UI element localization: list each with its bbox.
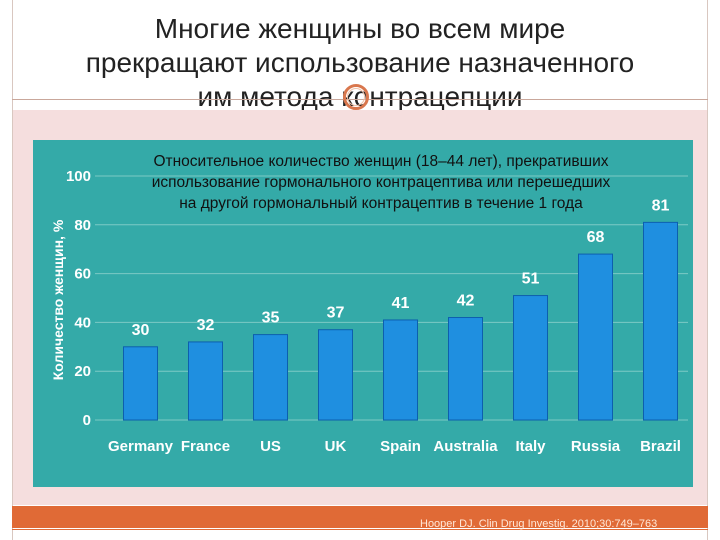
bar-france [188, 341, 223, 421]
decorative-inner-ring-icon [347, 88, 365, 106]
slide-frame [12, 0, 708, 540]
data-label: 32 [197, 317, 215, 334]
y-axis-label: Количество женщин, % [50, 219, 66, 380]
bar-uk [318, 329, 353, 421]
chart-title-line: Относительное количество женщин (18–44 л… [153, 153, 608, 170]
bar-brazil [643, 221, 678, 421]
x-tick-label: US [260, 438, 281, 455]
data-label: 68 [587, 229, 605, 246]
chart-title-line: на другой гормональный контрацептив в те… [179, 195, 583, 212]
slide-title-line-1: Многие женщины во всем мире [154, 13, 566, 44]
y-tick-label: 0 [83, 412, 91, 429]
x-tick-label: UK [325, 438, 347, 455]
data-label: 35 [262, 310, 280, 327]
bar-australia [448, 317, 483, 421]
y-tick-label: 80 [74, 217, 91, 234]
y-tick-label: 40 [74, 314, 91, 331]
data-label: 42 [457, 293, 475, 310]
x-tick-label: Spain [380, 438, 421, 455]
chart-title-line: использование гормонального контрацептив… [152, 174, 611, 191]
x-tick-label: France [181, 438, 230, 455]
x-tick-label: Australia [433, 438, 498, 455]
data-label: 81 [652, 197, 670, 214]
data-label: 51 [522, 271, 540, 288]
x-tick-label: Germany [108, 438, 174, 455]
x-tick-label: Italy [515, 438, 546, 455]
y-tick-label: 100 [66, 168, 91, 185]
data-label: 30 [132, 322, 150, 339]
bar-us [253, 334, 288, 421]
y-tick-label: 20 [74, 363, 91, 380]
bar-chart: 0 20 40 60 80 100 Количество женщин, % 30 German… [50, 153, 688, 455]
bar-germany [123, 346, 158, 421]
citation: Hooper DJ. Clin Drug Investig. 2010;30:7… [420, 518, 658, 530]
bar-russia [578, 253, 613, 421]
footer-bar [12, 506, 708, 528]
x-tick-label: Brazil [640, 438, 681, 455]
bar-spain [383, 319, 418, 421]
data-label: 37 [327, 305, 345, 322]
y-tick-label: 60 [74, 266, 91, 283]
slide-title-line-2: прекращают использование назначенного [85, 47, 635, 78]
chart-panel: 0 20 40 60 80 100 Количество женщин, % 30 German… [33, 140, 693, 487]
x-tick-label: Russia [571, 438, 621, 455]
data-label: 41 [392, 295, 410, 312]
bar-italy [513, 295, 548, 421]
footer-line [12, 529, 708, 530]
decorative-ring-icon [343, 84, 369, 110]
